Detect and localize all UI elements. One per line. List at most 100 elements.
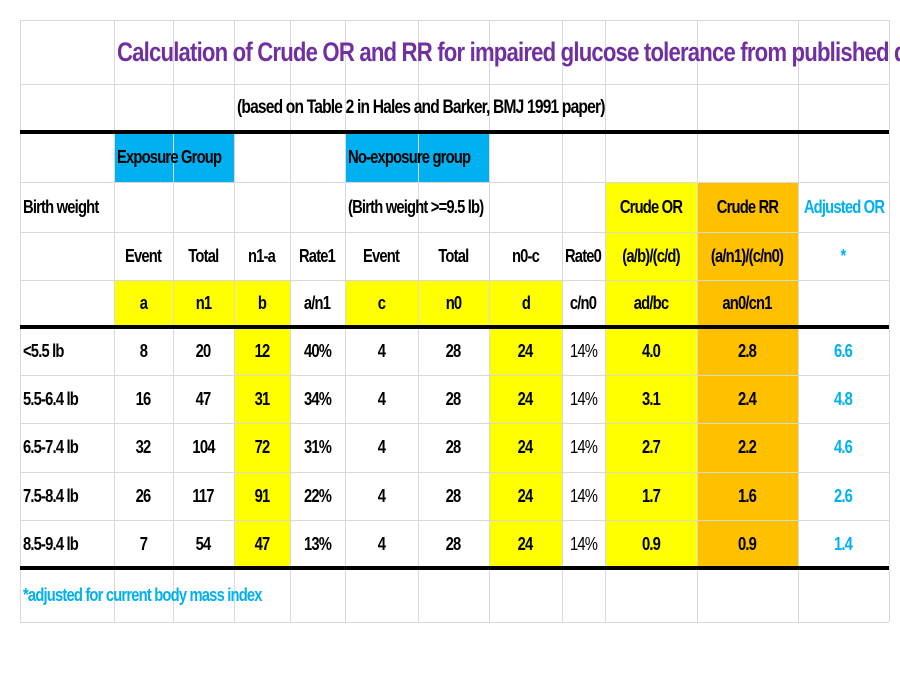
- column-header: (a/n1)/(c/n0): [697, 232, 798, 280]
- table-cell-rate1-text: 31%: [303, 437, 332, 457]
- table-cell-rate0: 14%: [562, 375, 605, 423]
- table-cell-rate1-text: 22%: [303, 485, 332, 506]
- table-separator-line: [20, 566, 889, 570]
- no-exposure-group-fill: [345, 132, 489, 182]
- table-cell-rate1-text: 34%: [303, 388, 332, 409]
- table-cell-rr-text: 0.9: [738, 533, 757, 554]
- table-cell-adj-text: 1.4: [834, 533, 853, 554]
- table-cell-or-text: 4.0: [641, 340, 661, 361]
- table-cell-d-text: 24: [518, 533, 534, 554]
- spreadsheet-table: Calculation of Crude OR and RR for impai…: [20, 20, 900, 625]
- table-cell-rr-text: 1.6: [738, 485, 757, 506]
- table-cell-n1-text: 47: [196, 388, 212, 409]
- column-header: Total: [173, 232, 234, 280]
- table-cell-or: 0.9: [605, 520, 697, 568]
- table-cell-adj-text: 2.6: [834, 485, 853, 506]
- column-code: n0: [418, 280, 489, 327]
- exposure-b-code-fill: [234, 280, 290, 327]
- column-header-text: (a/n1)/(c/n0): [711, 245, 784, 266]
- table-cell-adj-text: 6.6: [834, 340, 853, 361]
- table-cell-rr-text: 2.8: [738, 340, 757, 361]
- table-cell-c-text: 4: [377, 533, 386, 554]
- grid-row-line: [20, 423, 889, 424]
- table-cell-adj: 6.6: [798, 327, 889, 375]
- table-cell-rate1: 22%: [290, 472, 345, 520]
- table-cell-rr: 1.6: [697, 472, 798, 520]
- table-cell-n0: 28: [418, 472, 489, 520]
- table-cell-n0-text: 28: [446, 388, 462, 409]
- table-cell-rr: 2.8: [697, 327, 798, 375]
- no-exposure-d-code-fill: [489, 280, 562, 327]
- page-subtitle-text: (based on Table 2 in Hales and Barker, B…: [237, 97, 605, 118]
- column-header: n0-c: [489, 232, 562, 280]
- table-cell-rate1: 40%: [290, 327, 345, 375]
- table-cell-a-text: 8: [139, 340, 148, 361]
- table-cell-n1: 20: [173, 327, 234, 375]
- column-header-text: Rate1: [299, 245, 336, 266]
- birth-weight-group: <5.5 lb: [20, 327, 114, 375]
- grid-column-line: [798, 20, 799, 622]
- page-title: Calculation of Crude OR and RR for impai…: [114, 20, 900, 84]
- table-cell-d-text: 24: [518, 340, 534, 361]
- column-header-text: Event: [125, 245, 162, 266]
- table-cell-n0: 28: [418, 520, 489, 568]
- grid-column-line: [234, 20, 235, 622]
- grid-column-line: [173, 20, 174, 622]
- column-header: Total: [418, 232, 489, 280]
- table-cell-c-text: 4: [377, 340, 386, 361]
- birth-weight-group: 5.5-6.4 lb: [20, 375, 114, 423]
- grid-column-line: [290, 20, 291, 622]
- column-header: Event: [345, 232, 418, 280]
- table-cell-b-text: 31: [254, 388, 271, 409]
- grid-column-line: [697, 20, 698, 622]
- table-cell-or-text: 3.1: [641, 388, 661, 409]
- table-cell-adj: 4.8: [798, 375, 889, 423]
- grid-row-line: [20, 84, 889, 85]
- table-cell-rr: 2.4: [697, 375, 798, 423]
- table-cell-b-text: 12: [254, 340, 271, 361]
- table-cell-adj-text: 4.6: [834, 437, 853, 457]
- grid-column-line: [562, 20, 563, 622]
- column-code: d: [489, 280, 562, 327]
- grid-row-line: [20, 20, 889, 21]
- table-cell-rate0: 14%: [562, 327, 605, 375]
- grid-row-line: [20, 472, 889, 473]
- page-title-text: Calculation of Crude OR and RR for impai…: [117, 36, 900, 67]
- table-separator-line: [20, 325, 889, 329]
- column-header-text: Rate0: [565, 245, 602, 266]
- table-cell-a: 32: [114, 423, 173, 472]
- table-cell-adj-text: 4.8: [834, 388, 853, 409]
- column-b-fill: [234, 327, 290, 568]
- column-code-text: c: [377, 293, 386, 313]
- table-cell-rate1: 31%: [290, 423, 345, 472]
- crude-rr-header: Crude RR: [697, 182, 798, 232]
- table-cell-a-text: 26: [136, 485, 152, 506]
- page-subtitle: (based on Table 2 in Hales and Barker, B…: [234, 84, 697, 132]
- table-cell-rate0: 14%: [562, 423, 605, 472]
- table-cell-or-text: 1.7: [641, 485, 661, 506]
- birth-weight-group-text: <5.5 lb: [23, 340, 64, 361]
- column-code: a: [114, 280, 173, 327]
- column-header-text: *: [841, 245, 847, 266]
- birth-weight-group-text: 7.5-8.4 lb: [23, 485, 79, 506]
- column-code-text: n1: [195, 293, 212, 313]
- column-code-text: d: [521, 293, 530, 313]
- table-cell-b: 12: [234, 327, 290, 375]
- no-exposure-code-fill: [345, 280, 489, 327]
- column-code-text: a/n1: [304, 293, 331, 313]
- birth-weight-header: Birth weight: [20, 182, 173, 232]
- table-cell-d-text: 24: [518, 437, 534, 457]
- table-cell-rate1: 13%: [290, 520, 345, 568]
- table-cell-c-text: 4: [377, 437, 386, 457]
- birth-weight-group: 7.5-8.4 lb: [20, 472, 114, 520]
- crude-rr-header-text: Crude RR: [716, 196, 779, 217]
- column-code-text: a: [139, 293, 148, 313]
- table-cell-c-text: 4: [377, 388, 386, 409]
- exposure-group-fill: [114, 132, 234, 182]
- footnote: *adjusted for current body mass index: [20, 568, 345, 622]
- grid-row-line: [20, 520, 889, 521]
- table-cell-adj: 1.4: [798, 520, 889, 568]
- grid-column-line: [418, 20, 419, 622]
- grid-column-line: [605, 20, 606, 622]
- table-cell-b: 47: [234, 520, 290, 568]
